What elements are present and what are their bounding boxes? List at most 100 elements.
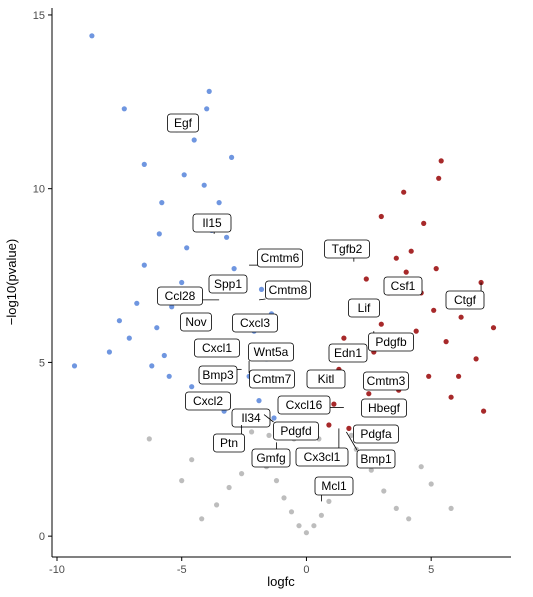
gene-name: Mcl1 xyxy=(321,479,347,493)
label-box xyxy=(353,424,399,444)
label-cx3cl1: Cx3cl1 xyxy=(295,428,349,467)
label-cmtm7: Cmtm7 xyxy=(249,369,295,389)
label-box xyxy=(249,369,295,389)
label-wnt5a: Wnt5a xyxy=(248,342,294,373)
point-down xyxy=(258,286,265,292)
point-up xyxy=(408,248,414,254)
label-box xyxy=(194,338,240,358)
point-not-significant xyxy=(406,516,412,522)
label-box xyxy=(328,343,368,363)
point-not-significant xyxy=(146,436,152,442)
gene-name: Ctgf xyxy=(454,293,477,307)
point-down xyxy=(204,106,210,112)
point-up xyxy=(436,175,442,181)
label-bmp1: Bmp1 xyxy=(346,431,396,469)
point-up xyxy=(443,339,449,345)
point-not-significant xyxy=(326,498,332,504)
point-up xyxy=(473,356,479,362)
point-down xyxy=(229,154,235,160)
point-up xyxy=(456,373,462,379)
label-box xyxy=(248,342,294,362)
y-axis-ticks: 0 5 10 15 xyxy=(33,10,52,543)
point-not-significant xyxy=(249,429,255,435)
point-down xyxy=(141,262,147,268)
point-down xyxy=(179,279,185,286)
point-not-significant xyxy=(288,509,295,515)
gene-name: Hbegf xyxy=(368,401,401,415)
gene-name: Nov xyxy=(185,315,206,329)
label-box xyxy=(180,312,212,332)
label-egf: Egf xyxy=(167,113,199,133)
label-box xyxy=(208,274,248,294)
gene-name: Cxcl16 xyxy=(286,398,323,412)
label-box xyxy=(273,421,319,441)
label-box xyxy=(295,447,349,467)
gene-name: Pdgfb xyxy=(375,335,407,349)
point-up xyxy=(331,401,337,407)
point-not-significant xyxy=(318,512,324,518)
label-tgfb2: Tgfb2 xyxy=(324,239,370,262)
label-box xyxy=(306,369,346,389)
point-up xyxy=(413,328,419,334)
label-box xyxy=(368,332,414,352)
point-down xyxy=(256,398,262,404)
point-down xyxy=(134,300,140,306)
point-up xyxy=(346,425,352,431)
point-up xyxy=(448,394,454,400)
point-not-significant xyxy=(418,464,424,470)
label-gmfg: Gmfg xyxy=(251,442,291,468)
point-down xyxy=(89,33,95,39)
point-not-significant xyxy=(239,471,245,477)
point-down xyxy=(121,106,127,112)
gene-name: Bmp3 xyxy=(202,368,234,382)
point-down xyxy=(126,335,132,341)
gene-name: Wnt5a xyxy=(254,345,289,359)
gene-name: Ptn xyxy=(220,436,238,450)
point-up xyxy=(366,391,372,397)
label-cmtm8: Cmtm8 xyxy=(258,280,311,301)
label-box xyxy=(157,286,203,306)
point-not-significant xyxy=(179,478,185,484)
point-up xyxy=(438,158,444,164)
point-up xyxy=(431,307,437,313)
point-down xyxy=(184,245,190,251)
point-down xyxy=(189,384,195,390)
point-up xyxy=(403,269,409,275)
leader-line xyxy=(258,298,266,301)
point-not-significant xyxy=(214,502,220,508)
point-down xyxy=(169,304,175,310)
annotation-layer: Egf Il15 Cmtm6 Spp1 Ccl28 Cmtm8 Nov Cxcl3 Cxcl1 W… xyxy=(157,113,485,502)
point-not-significant xyxy=(368,467,374,473)
label-lif: Lif xyxy=(348,298,380,318)
point-not-significant xyxy=(448,505,454,511)
x-tick-label: -5 xyxy=(177,564,187,576)
point-not-significant xyxy=(393,505,399,511)
point-up xyxy=(458,314,464,320)
point-up xyxy=(426,373,432,379)
point-up xyxy=(326,422,332,428)
label-bmp3: Bmp3 xyxy=(198,365,242,385)
label-ccl28: Ccl28 xyxy=(157,286,220,306)
gene-name: Cmtm3 xyxy=(367,374,406,388)
point-not-significant xyxy=(381,488,387,494)
label-spp1: Spp1 xyxy=(208,274,248,294)
label-hbegf: Hbegf xyxy=(361,398,407,418)
point-down xyxy=(201,182,207,188)
label-box xyxy=(324,239,370,259)
gene-name: Pdgfd xyxy=(280,424,311,438)
label-pdgfd: Pdgfd xyxy=(263,414,319,441)
gene-name: Cmtm6 xyxy=(261,251,300,265)
point-up xyxy=(490,325,497,331)
point-down xyxy=(166,373,172,379)
y-tick-label: 5 xyxy=(39,357,45,369)
label-cmtm6: Cmtm6 xyxy=(249,248,303,268)
gene-name: Bmp1 xyxy=(360,452,392,466)
x-tick-label: 0 xyxy=(303,564,309,576)
gene-name: Cxcl1 xyxy=(202,341,232,355)
point-up xyxy=(378,321,384,327)
point-down xyxy=(181,172,187,178)
gene-name: Gmfg xyxy=(256,451,285,465)
label-il34: Il34 xyxy=(231,408,271,428)
point-up xyxy=(433,266,439,272)
gene-name: Il15 xyxy=(202,216,222,230)
